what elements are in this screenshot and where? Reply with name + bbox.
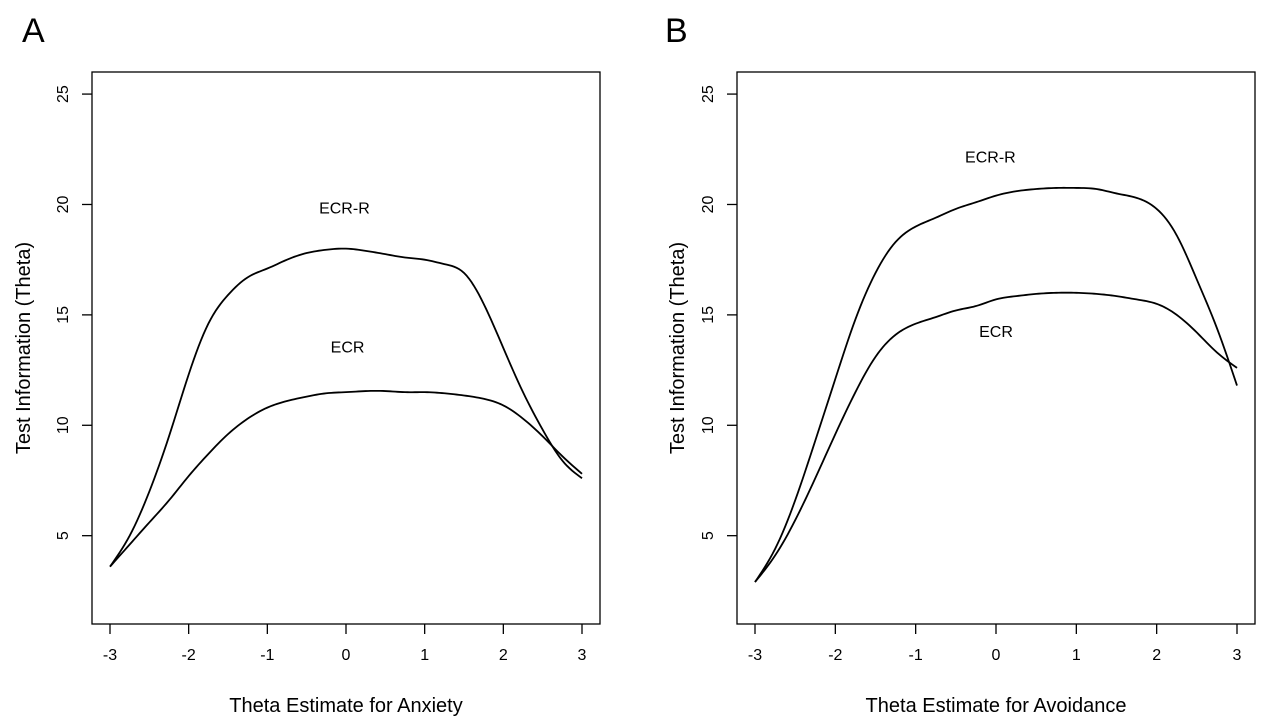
series-label-ecr-r: ECR-R <box>319 200 370 217</box>
x-tick-label: 2 <box>499 647 508 664</box>
y-tick-label: 5 <box>55 531 72 540</box>
x-tick-label: -1 <box>909 647 923 664</box>
y-axis-title: Test Information (Theta) <box>667 242 689 454</box>
y-tick-label: 5 <box>700 531 717 540</box>
x-tick-label: 3 <box>578 647 587 664</box>
panel-a: A -3 -2 -1 0 1 2 3 5 10 15 20 25 Theta Estimate for A… <box>13 12 601 717</box>
x-axis-title: Theta Estimate for Avoidance <box>866 695 1127 717</box>
y-axis-title: Test Information (Theta) <box>13 242 35 454</box>
y-tick-label: 20 <box>55 195 72 213</box>
panel-b: B -3 -2 -1 0 1 2 3 5 10 15 20 25 Theta Estimate for A… <box>665 12 1256 717</box>
x-tick-label: -2 <box>182 647 196 664</box>
series-line-ecr-r <box>754 186 1238 583</box>
x-tick-label: -3 <box>103 647 117 664</box>
x-tick-label: -3 <box>748 647 762 664</box>
series-label-ecr-r: ECR-R <box>965 150 1016 167</box>
series-line-ecr-r <box>109 247 583 568</box>
y-tick-label: 10 <box>55 416 72 434</box>
series-label-ecr: ECR <box>979 324 1013 341</box>
x-tick-label: 3 <box>1233 647 1242 664</box>
x-tick-label: 0 <box>342 647 351 664</box>
y-tick-label: 25 <box>55 85 72 103</box>
x-tick-label: 1 <box>420 647 429 664</box>
y-tick-label: 15 <box>700 306 717 324</box>
y-tick-label: 25 <box>700 85 717 103</box>
panel-label: B <box>665 12 688 50</box>
x-tick-label: -2 <box>828 647 842 664</box>
y-tick-label: 20 <box>700 195 717 213</box>
x-tick-label: 1 <box>1072 647 1081 664</box>
x-tick-label: 0 <box>992 647 1001 664</box>
series-line-ecr <box>109 389 583 568</box>
y-tick-label: 10 <box>700 416 717 434</box>
series-line-ecr <box>754 291 1238 583</box>
y-tick-label: 15 <box>55 306 72 324</box>
x-tick-label: -1 <box>260 647 274 664</box>
series-label-ecr: ECR <box>331 339 365 356</box>
x-tick-label: 2 <box>1152 647 1161 664</box>
x-axis-title: Theta Estimate for Anxiety <box>229 695 462 717</box>
panel-label: A <box>22 12 45 50</box>
